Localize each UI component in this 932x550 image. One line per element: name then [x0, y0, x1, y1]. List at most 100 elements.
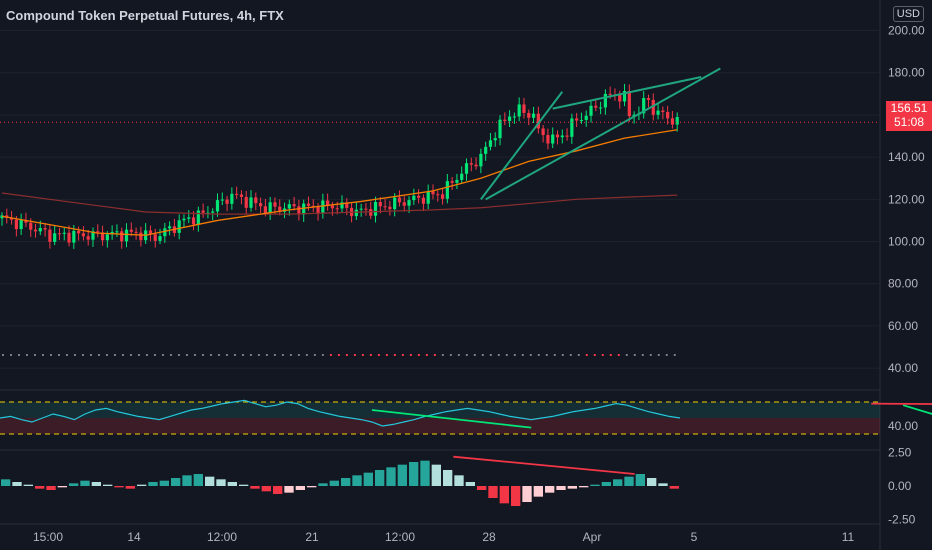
macd-bar	[647, 478, 657, 486]
signal-dot	[257, 354, 260, 356]
candle-body	[661, 110, 665, 113]
candle-body	[397, 197, 402, 203]
candle-body	[536, 113, 540, 129]
candle-body	[364, 208, 368, 210]
signal-dot	[49, 354, 52, 356]
candle-body	[445, 181, 449, 199]
signal-dot	[105, 354, 108, 356]
price-tick-label: 180.00	[888, 66, 925, 80]
signal-dot	[81, 354, 84, 356]
candle-body	[258, 203, 263, 207]
candle-body	[72, 230, 76, 243]
signal-dot	[649, 354, 652, 356]
candle-body	[436, 194, 440, 196]
candle-body	[292, 204, 296, 207]
candle-body	[479, 153, 483, 167]
signal-dot	[553, 354, 556, 356]
macd-bar	[522, 486, 532, 502]
candle-body	[512, 116, 516, 118]
candle-body	[488, 140, 493, 147]
signal-dot	[577, 354, 580, 356]
signal-dot	[177, 354, 180, 356]
candle-body	[522, 104, 526, 113]
candle-body	[565, 135, 569, 137]
candle-body	[191, 217, 196, 225]
signal-dot	[449, 354, 452, 356]
candle-body	[340, 202, 344, 209]
candle-body	[378, 202, 382, 207]
signal-dot	[409, 354, 412, 356]
signal-dot	[9, 354, 12, 356]
time-tick-label: 15:00	[33, 530, 63, 544]
time-tick-label: 12:00	[207, 530, 237, 544]
candle-body	[354, 209, 358, 217]
candle-body	[321, 200, 325, 214]
price-tick-label: 140.00	[888, 150, 925, 164]
bar-countdown: 51:08	[893, 115, 925, 129]
macd-bar	[216, 479, 226, 486]
signal-dot	[145, 354, 148, 356]
macd-bar	[171, 478, 181, 486]
macd-bar	[35, 486, 45, 489]
signal-dot	[217, 354, 220, 356]
candle-body	[369, 209, 373, 216]
macd-bar	[386, 467, 396, 486]
signal-dot	[57, 354, 60, 356]
candle-body	[618, 94, 622, 102]
candle-body	[9, 217, 14, 220]
candle-body	[43, 228, 47, 230]
macd-bar	[125, 486, 135, 489]
wedge-trendline	[552, 75, 702, 110]
signal-dot	[185, 354, 188, 356]
macd-bar	[239, 484, 249, 486]
candle-body	[306, 203, 311, 206]
signal-dot	[193, 354, 196, 356]
candle-body	[120, 231, 124, 242]
signal-dot	[345, 354, 348, 356]
candle-body	[656, 110, 660, 115]
candle-body	[546, 135, 550, 144]
candle-body	[29, 222, 33, 230]
candle-body	[53, 233, 57, 242]
macd-bar	[601, 482, 611, 486]
macd-bar	[409, 462, 419, 486]
signal-dot	[113, 354, 116, 356]
candle-body	[603, 93, 607, 108]
macd-bar	[295, 486, 305, 490]
candle-body	[249, 197, 253, 208]
signal-dot	[289, 354, 292, 356]
signal-dot	[497, 354, 500, 356]
candle-body	[100, 232, 105, 241]
macd-bar	[1, 479, 11, 486]
candle-body	[627, 90, 631, 117]
time-tick-label: 12:00	[385, 530, 415, 544]
macd-bar	[363, 472, 373, 486]
macd-bar	[420, 460, 430, 486]
ma-slow-line	[1, 192, 678, 215]
signal-dot	[385, 354, 388, 356]
macd-bar	[205, 476, 215, 486]
time-tick-label: Apr	[583, 530, 602, 544]
signal-dot	[441, 354, 444, 356]
macd-bar	[511, 486, 521, 506]
macd-bar	[624, 476, 634, 486]
macd-bar	[556, 486, 566, 490]
candle-body	[359, 208, 363, 210]
macd-bar	[567, 486, 577, 489]
candle-body	[268, 202, 272, 214]
candle-body	[388, 206, 392, 210]
candle-body	[670, 118, 675, 125]
candle-body	[402, 202, 406, 206]
candle-body	[48, 229, 52, 242]
candle-body	[225, 199, 229, 204]
macd-bar	[103, 484, 113, 486]
candle-body	[675, 117, 679, 125]
signal-dot	[209, 354, 212, 356]
candle-body	[33, 229, 38, 232]
candle-body	[469, 163, 473, 165]
macd-bar	[669, 486, 679, 489]
currency-button[interactable]: USD	[892, 6, 924, 22]
signal-dot	[281, 354, 284, 356]
signal-dot	[633, 354, 636, 356]
